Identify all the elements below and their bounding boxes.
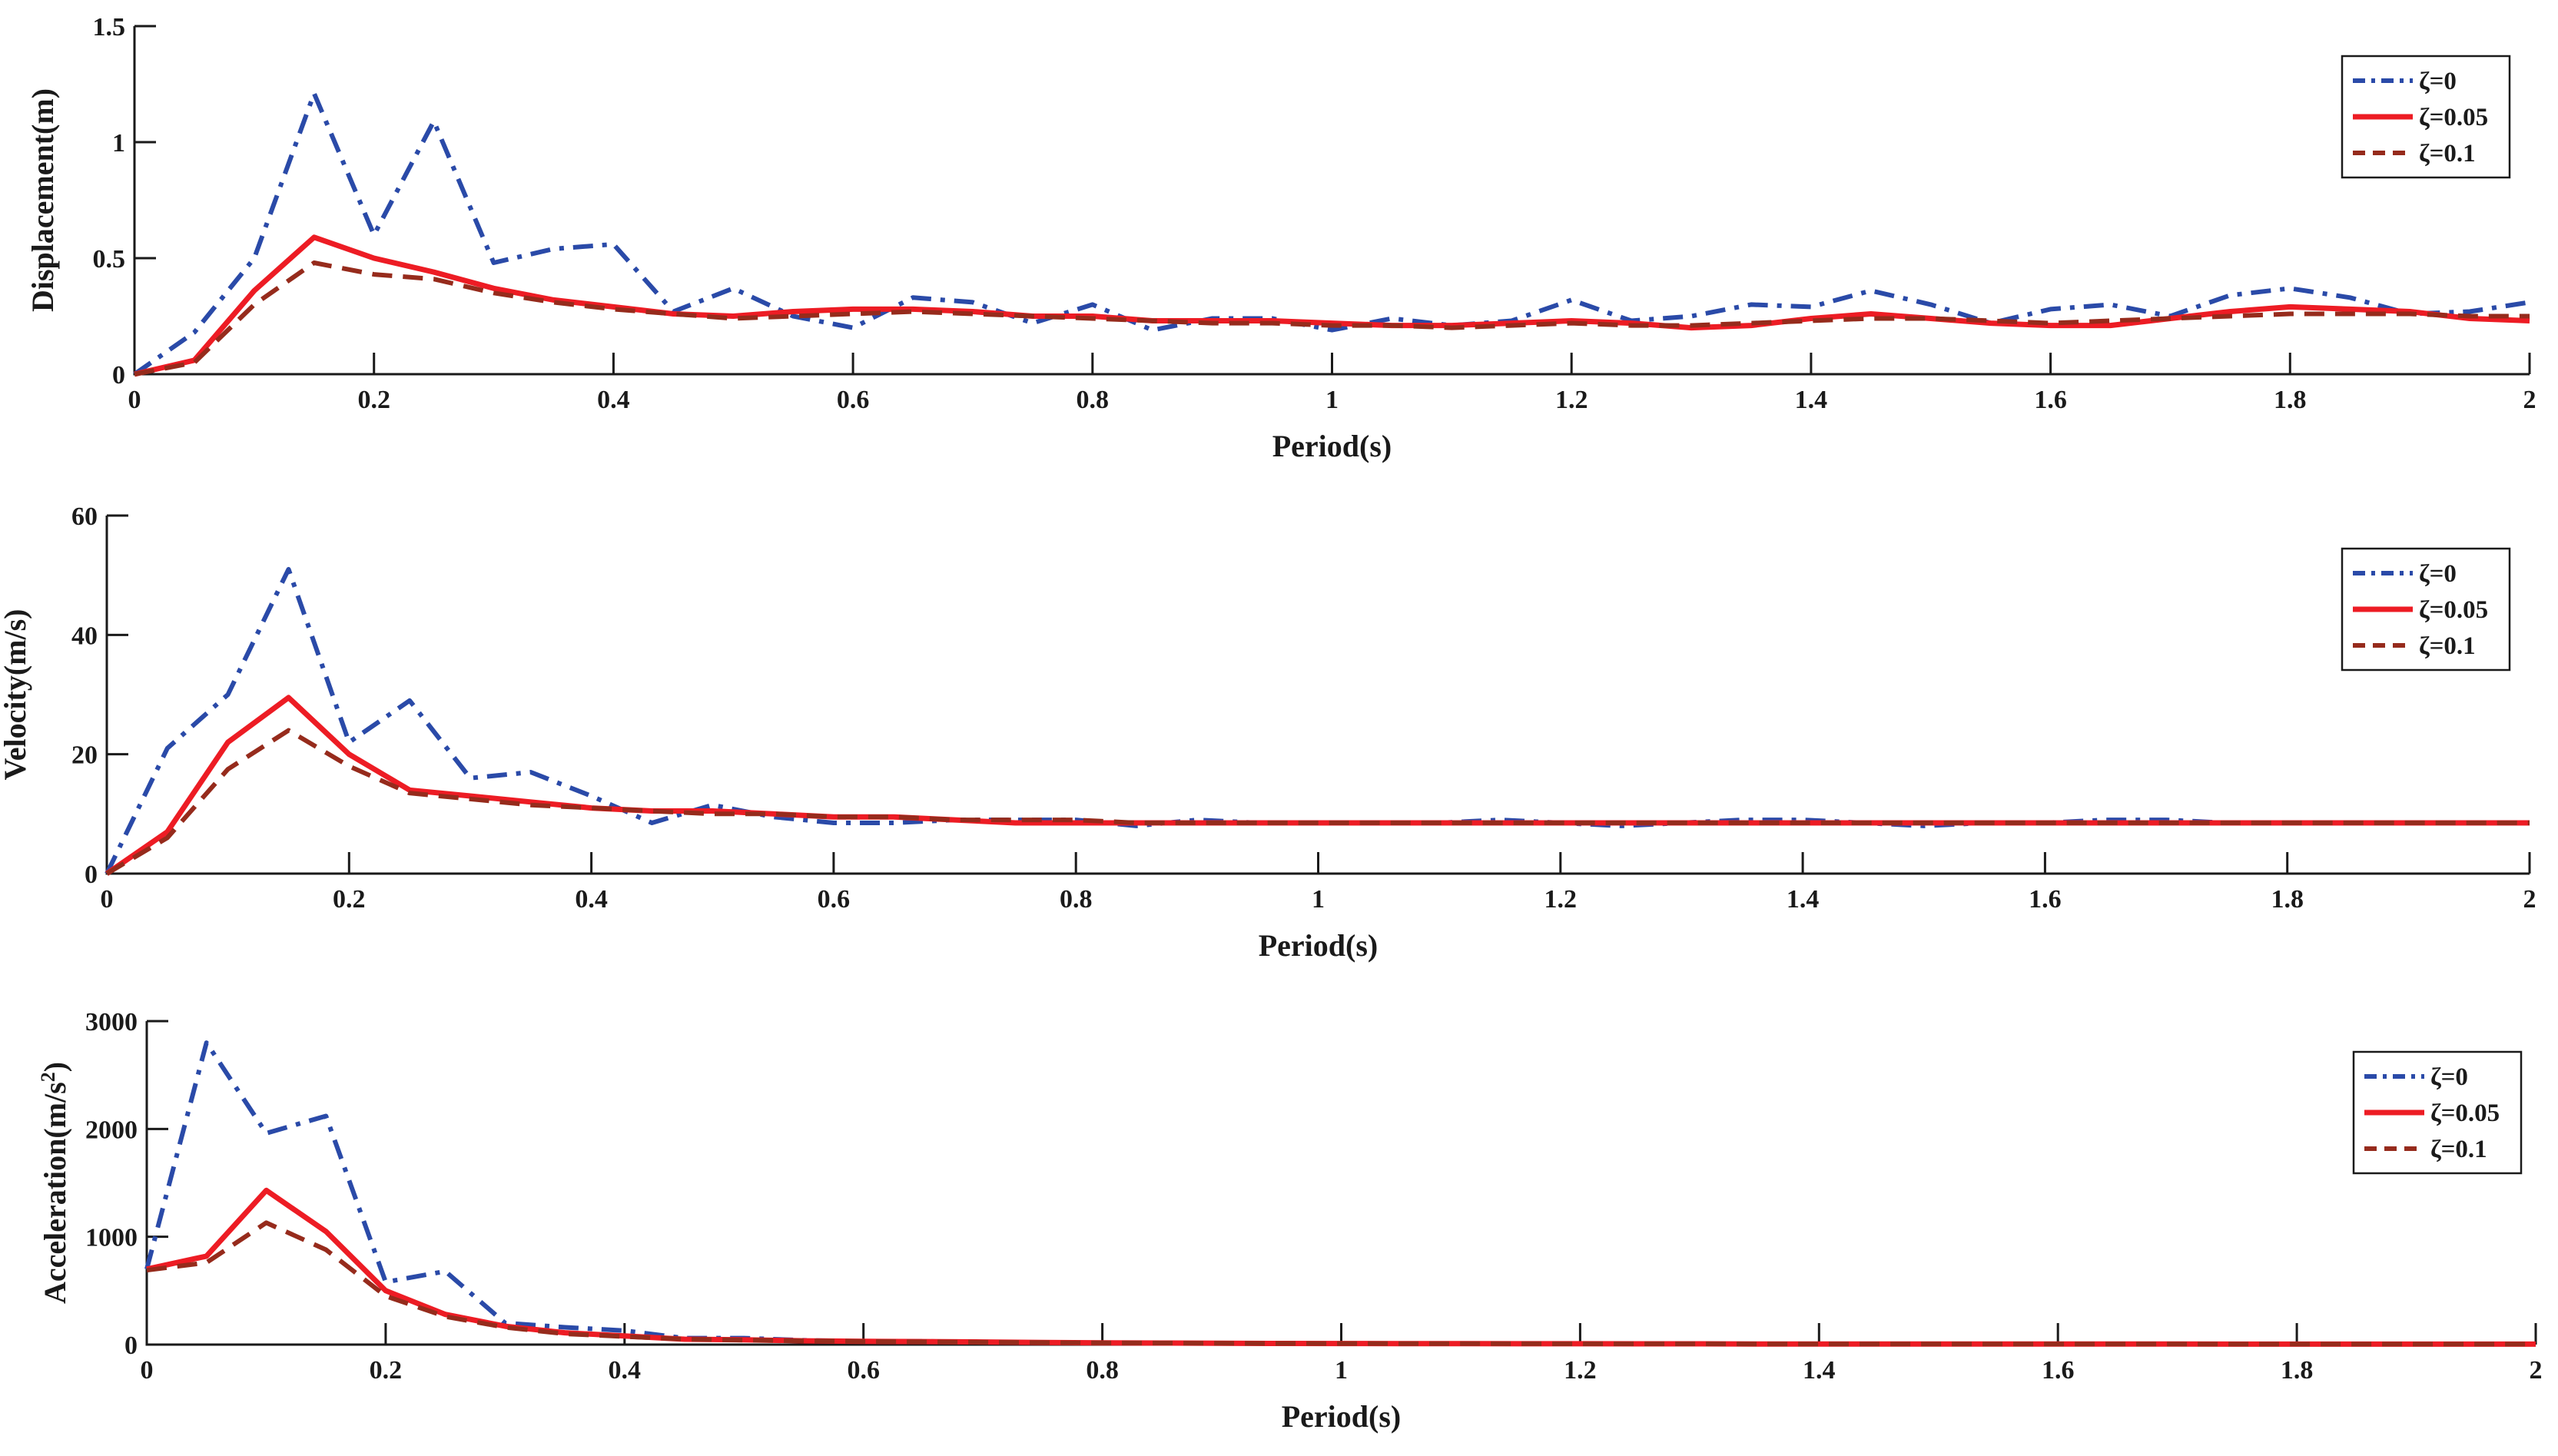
x-tick-label: 0.6 <box>837 386 870 414</box>
x-tick-label: 1.4 <box>1803 1356 1836 1385</box>
axis-frame <box>145 1021 2536 1346</box>
x-tick-label: 0.8 <box>1077 386 1110 414</box>
x-tick-label: 0.6 <box>818 885 851 914</box>
y-tick-label: 2000 <box>85 1116 138 1144</box>
series-line <box>134 260 2530 376</box>
x-tick-label: 0.2 <box>333 885 366 914</box>
x-tick-label: 1.2 <box>1555 386 1588 414</box>
legend-label: ζ=0.05 <box>2419 104 2488 131</box>
series-line <box>105 566 2530 875</box>
x-tick-label: 0.6 <box>847 1356 880 1385</box>
x-tick-label: 0.2 <box>357 386 390 414</box>
x-tick-label: 1.2 <box>1544 885 1578 914</box>
legend-label: ζ=0.05 <box>2430 1099 2500 1127</box>
x-tick-label: 2 <box>2523 386 2536 414</box>
y-tick-label: 0 <box>124 1332 138 1360</box>
x-axis-label: Period(s) <box>1282 1399 1402 1434</box>
legend-label: ζ=0.1 <box>2419 140 2476 167</box>
series-line <box>105 728 2530 876</box>
y-axis-label: Displacement(m) <box>25 88 60 312</box>
x-tick-label: 1.4 <box>1795 386 1828 414</box>
legend-label: ζ=0.1 <box>2419 632 2476 660</box>
legend-box <box>2341 55 2511 179</box>
series-line <box>144 1040 2536 1347</box>
x-tick-label: 0.4 <box>597 386 630 414</box>
x-tick-label: 0.2 <box>370 1356 403 1385</box>
x-tick-label: 1 <box>1335 1356 1348 1385</box>
x-tick-label: 1.4 <box>1787 885 1820 914</box>
y-tick-label: 3000 <box>85 1008 138 1036</box>
x-tick-label: 2 <box>2523 885 2536 914</box>
x-axis-label: Period(s) <box>1272 429 1392 463</box>
x-tick-label: 1 <box>1312 885 1325 914</box>
x-tick-label: 1 <box>1325 386 1339 414</box>
y-axis-label: Velocity(m/s) <box>0 609 32 781</box>
x-tick-label: 1.8 <box>2271 885 2304 914</box>
x-tick-label: 0.4 <box>609 1356 642 1385</box>
legend-label: ζ=0.1 <box>2430 1136 2487 1163</box>
x-tick-label: 1.6 <box>2042 1356 2075 1385</box>
legend-box <box>2341 547 2511 672</box>
x-tick-label: 1.8 <box>2281 1356 2314 1385</box>
legend-label: ζ=0 <box>2419 68 2457 95</box>
y-axis-label: Acceleration(m/s2) <box>37 1062 73 1304</box>
x-tick-label: 1.6 <box>2029 885 2062 914</box>
y-tick-label: 0 <box>112 361 125 390</box>
x-axis-label: Period(s) <box>1259 928 1379 963</box>
legend-label: ζ=0 <box>2419 560 2457 588</box>
y-tick-label: 20 <box>71 741 98 770</box>
x-tick-label: 0.8 <box>1086 1356 1119 1385</box>
x-tick-label: 2 <box>2530 1356 2543 1385</box>
legend-label: ζ=0 <box>2430 1063 2468 1091</box>
x-tick-label: 0.4 <box>575 885 608 914</box>
series-line <box>105 695 2530 876</box>
x-tick-label: 0 <box>141 1356 154 1385</box>
x-tick-label: 1.8 <box>2274 386 2307 414</box>
series-line <box>146 1220 2536 1347</box>
y-tick-label: 40 <box>71 622 98 650</box>
y-tick-label: 60 <box>71 502 98 531</box>
x-tick-label: 0 <box>101 885 114 914</box>
y-tick-label: 1.5 <box>93 13 126 41</box>
legend-label: ζ=0.05 <box>2419 596 2488 624</box>
x-tick-label: 1.2 <box>1564 1356 1597 1385</box>
x-tick-label: 0 <box>128 386 141 414</box>
series-line <box>133 91 2530 376</box>
x-tick-label: 1.6 <box>2034 386 2067 414</box>
y-tick-label: 1 <box>112 129 125 158</box>
y-tick-label: 0.5 <box>93 245 126 274</box>
y-tick-label: 0 <box>85 861 98 889</box>
y-tick-label: 1000 <box>85 1224 138 1252</box>
x-tick-label: 0.8 <box>1060 885 1093 914</box>
